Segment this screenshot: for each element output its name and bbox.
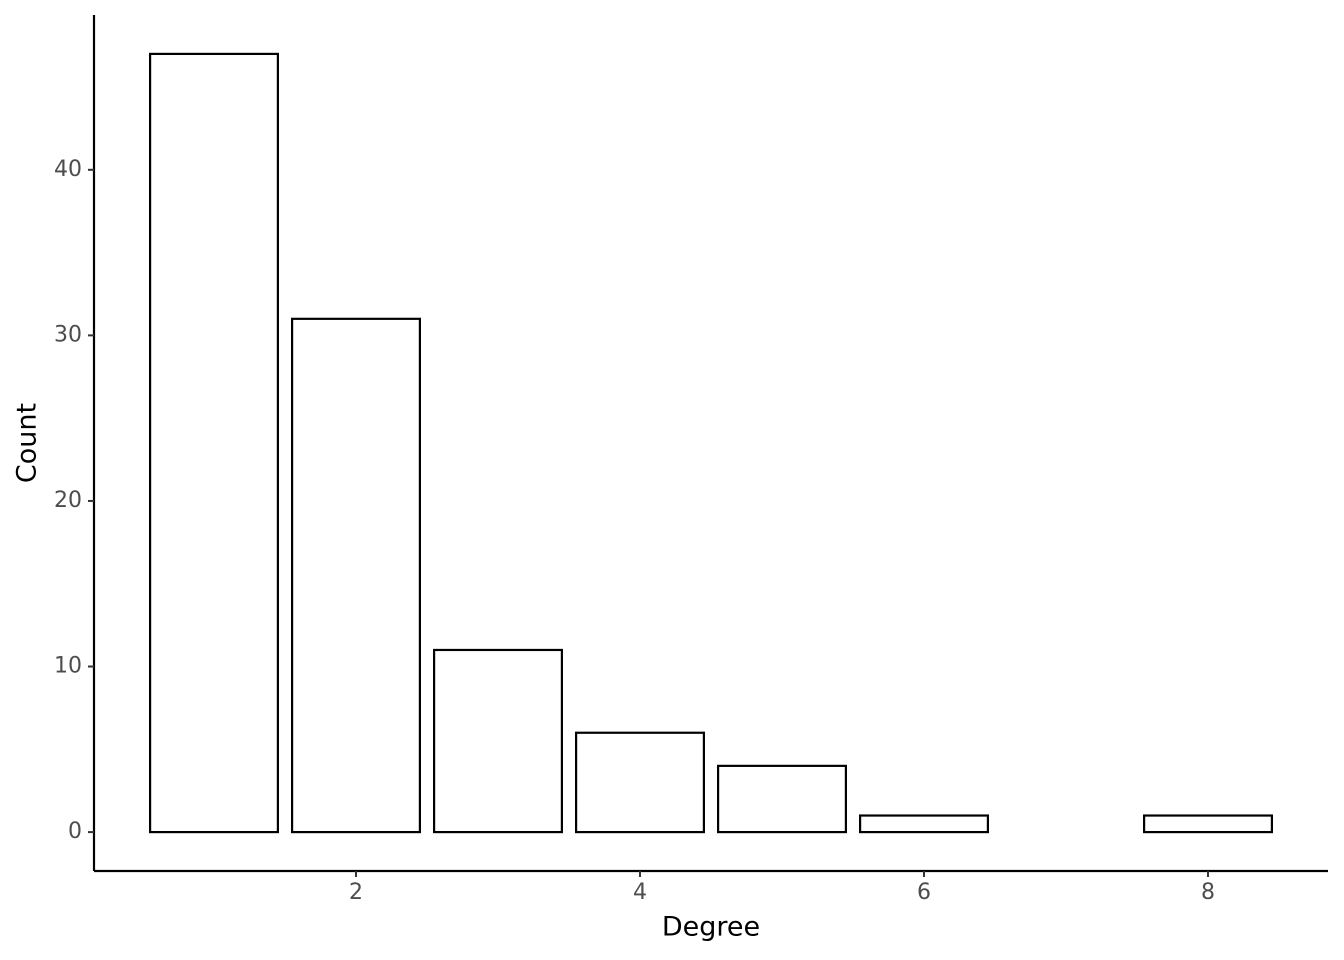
bar: [859, 814, 990, 834]
x-tick-label: 2: [349, 880, 363, 905]
bar: [574, 731, 705, 834]
x-axis-title: Degree: [662, 912, 760, 943]
x-tick-label: 6: [917, 880, 931, 905]
bar: [148, 52, 279, 834]
y-tick-label: 40: [54, 157, 82, 182]
bar: [1143, 814, 1274, 834]
y-tick-label: 0: [68, 819, 82, 844]
y-axis-title: Count: [12, 403, 43, 483]
bar: [432, 648, 563, 834]
bar: [290, 317, 421, 834]
bar: [717, 764, 848, 834]
x-tick-label: 8: [1201, 880, 1215, 905]
x-tick-label: 4: [633, 880, 647, 905]
y-tick-label: 20: [54, 488, 82, 513]
y-tick-label: 10: [54, 654, 82, 679]
y-tick-label: 30: [54, 322, 82, 347]
